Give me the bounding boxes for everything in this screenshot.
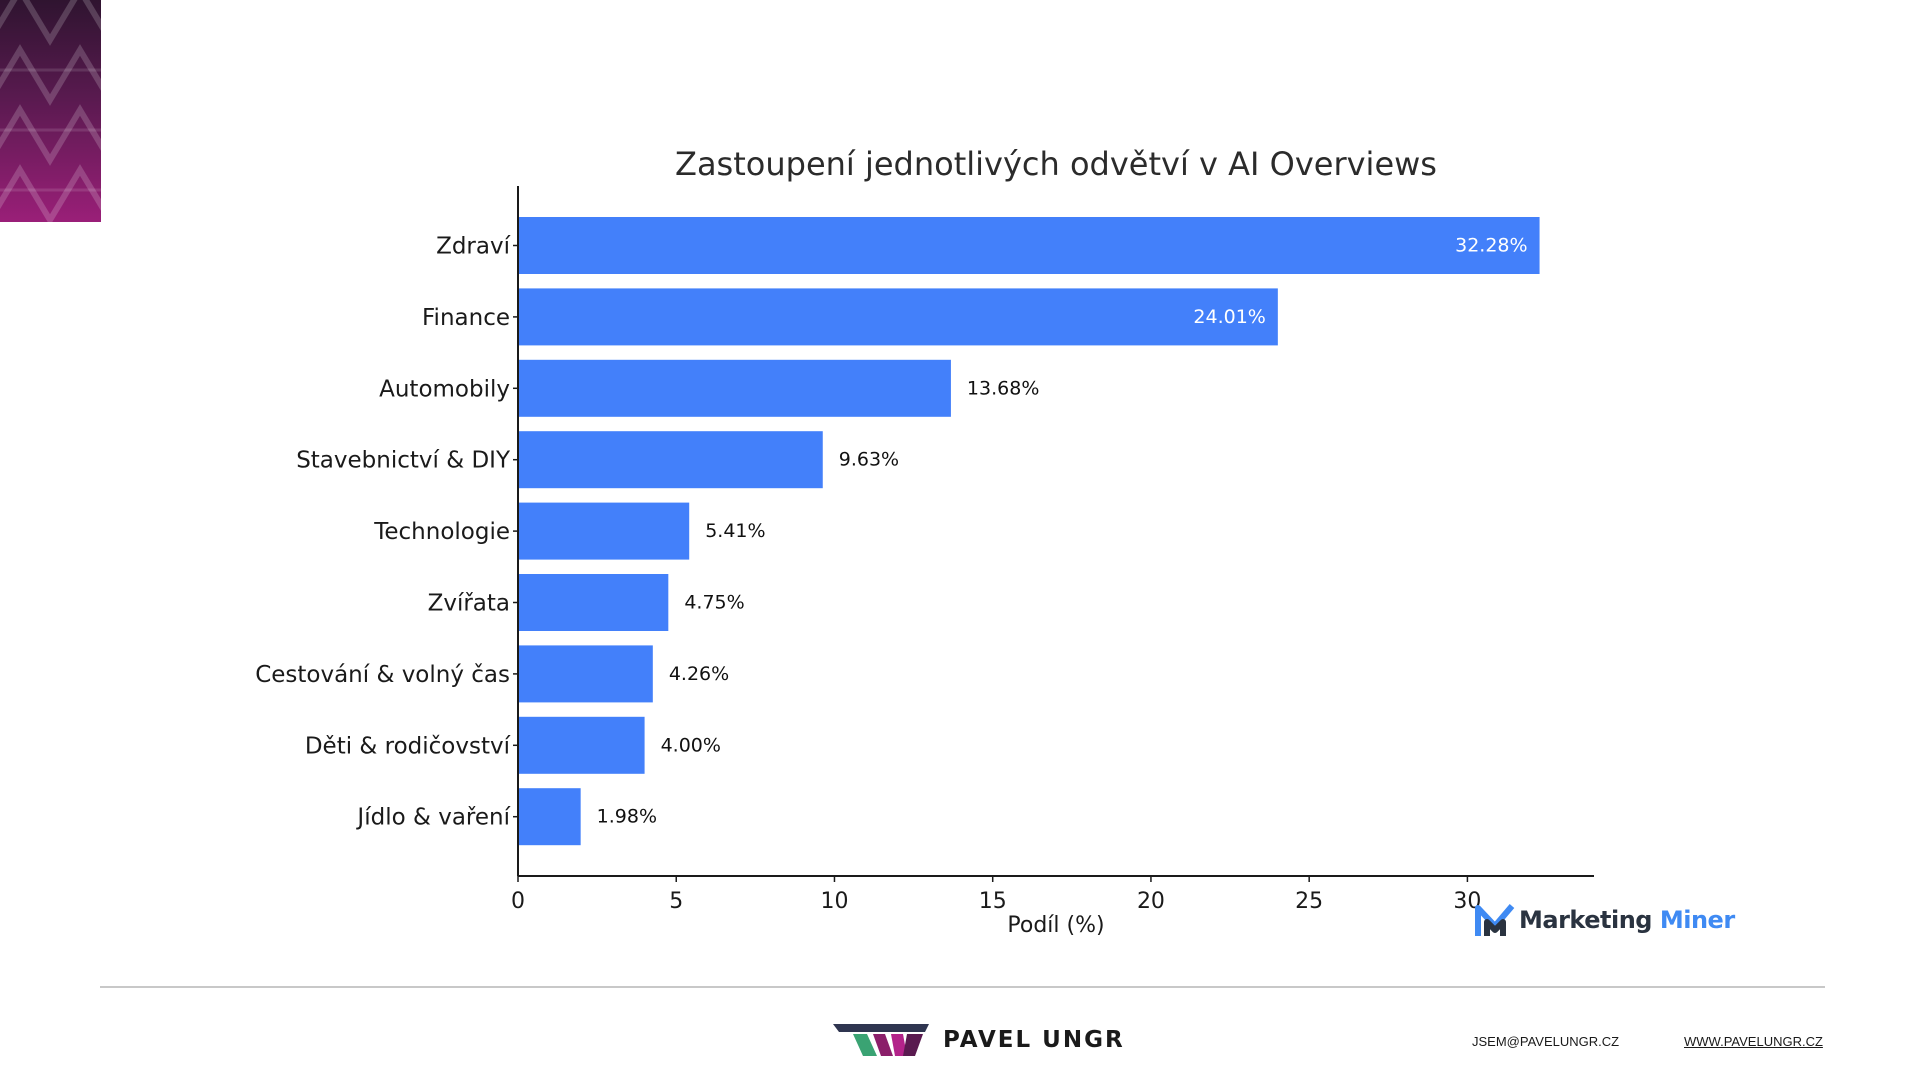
marketing-miner-logo: Marketing Miner xyxy=(1475,900,1735,940)
category-label-0: Zdraví xyxy=(436,234,511,260)
x-tick-label-0: 0 xyxy=(511,889,525,914)
corner-pattern-icon xyxy=(0,0,101,222)
bar-0 xyxy=(518,217,1540,274)
value-label-5: 4.75% xyxy=(684,592,744,614)
value-label-3: 9.63% xyxy=(839,449,899,471)
value-labels: 32.28% 24.01% 13.68% 9.63% 5.41% 4.75% 4.26% 4.… xyxy=(597,235,1528,828)
value-label-7: 4.00% xyxy=(661,734,721,756)
category-label-7: Děti & rodičovství xyxy=(305,733,511,759)
value-label-0: 32.28% xyxy=(1455,235,1527,257)
value-label-6: 4.26% xyxy=(669,663,729,685)
category-label-5: Zvířata xyxy=(428,591,510,617)
category-label-8: Jídlo & vaření xyxy=(355,805,510,831)
x-tick-label-3: 15 xyxy=(979,889,1007,914)
value-label-8: 1.98% xyxy=(597,806,657,828)
footer-email-link[interactable]: JSEM@PAVELUNGR.CZ xyxy=(1472,1034,1620,1049)
bars-group xyxy=(518,217,1540,846)
bar-6 xyxy=(518,645,653,703)
category-label-2: Automobily xyxy=(379,376,510,402)
chart-title: Zastoupení jednotlivých odvětví v AI Ove… xyxy=(675,145,1437,183)
bar-1 xyxy=(518,288,1278,346)
x-tick-label-2: 10 xyxy=(820,889,848,914)
footer-divider xyxy=(100,986,1825,988)
category-label-4: Technologie xyxy=(373,519,510,545)
value-label-4: 5.41% xyxy=(705,520,765,542)
value-label-1: 24.01% xyxy=(1193,306,1265,328)
marketing-miner-word1: Marketing xyxy=(1519,906,1652,934)
x-axis-label: Podíl (%) xyxy=(1007,913,1104,938)
category-label-6: Cestování & volný čas xyxy=(255,662,510,688)
marketing-miner-word2: Miner xyxy=(1659,906,1735,934)
footer-brand: PAVEL UNGR xyxy=(833,1022,1125,1058)
category-label-3: Stavebnictví & DIY xyxy=(296,448,511,474)
bar-2 xyxy=(518,359,951,417)
bar-7 xyxy=(518,716,645,774)
bar-8 xyxy=(518,788,581,846)
category-labels: Zdraví Finance Automobily Stavebnictví & DI… xyxy=(255,234,511,831)
bar-4 xyxy=(518,502,690,560)
x-tick-label-4: 20 xyxy=(1137,889,1165,914)
footer-website-link[interactable]: WWW.PAVELUNGR.CZ xyxy=(1684,1034,1823,1049)
category-label-1: Finance xyxy=(422,305,510,331)
x-ticks: 0 5 10 15 20 25 30 xyxy=(511,876,1481,914)
marketing-miner-m-icon xyxy=(1475,904,1515,936)
x-tick-label-1: 5 xyxy=(669,889,683,914)
footer-brand-name: PAVEL UNGR xyxy=(943,1027,1125,1053)
x-tick-label-5: 25 xyxy=(1295,889,1323,914)
axes xyxy=(513,186,1594,877)
value-label-2: 13.68% xyxy=(967,377,1039,399)
bar-3 xyxy=(518,431,823,489)
pavel-ungr-logo-icon xyxy=(833,1024,929,1056)
bar-5 xyxy=(518,574,669,631)
